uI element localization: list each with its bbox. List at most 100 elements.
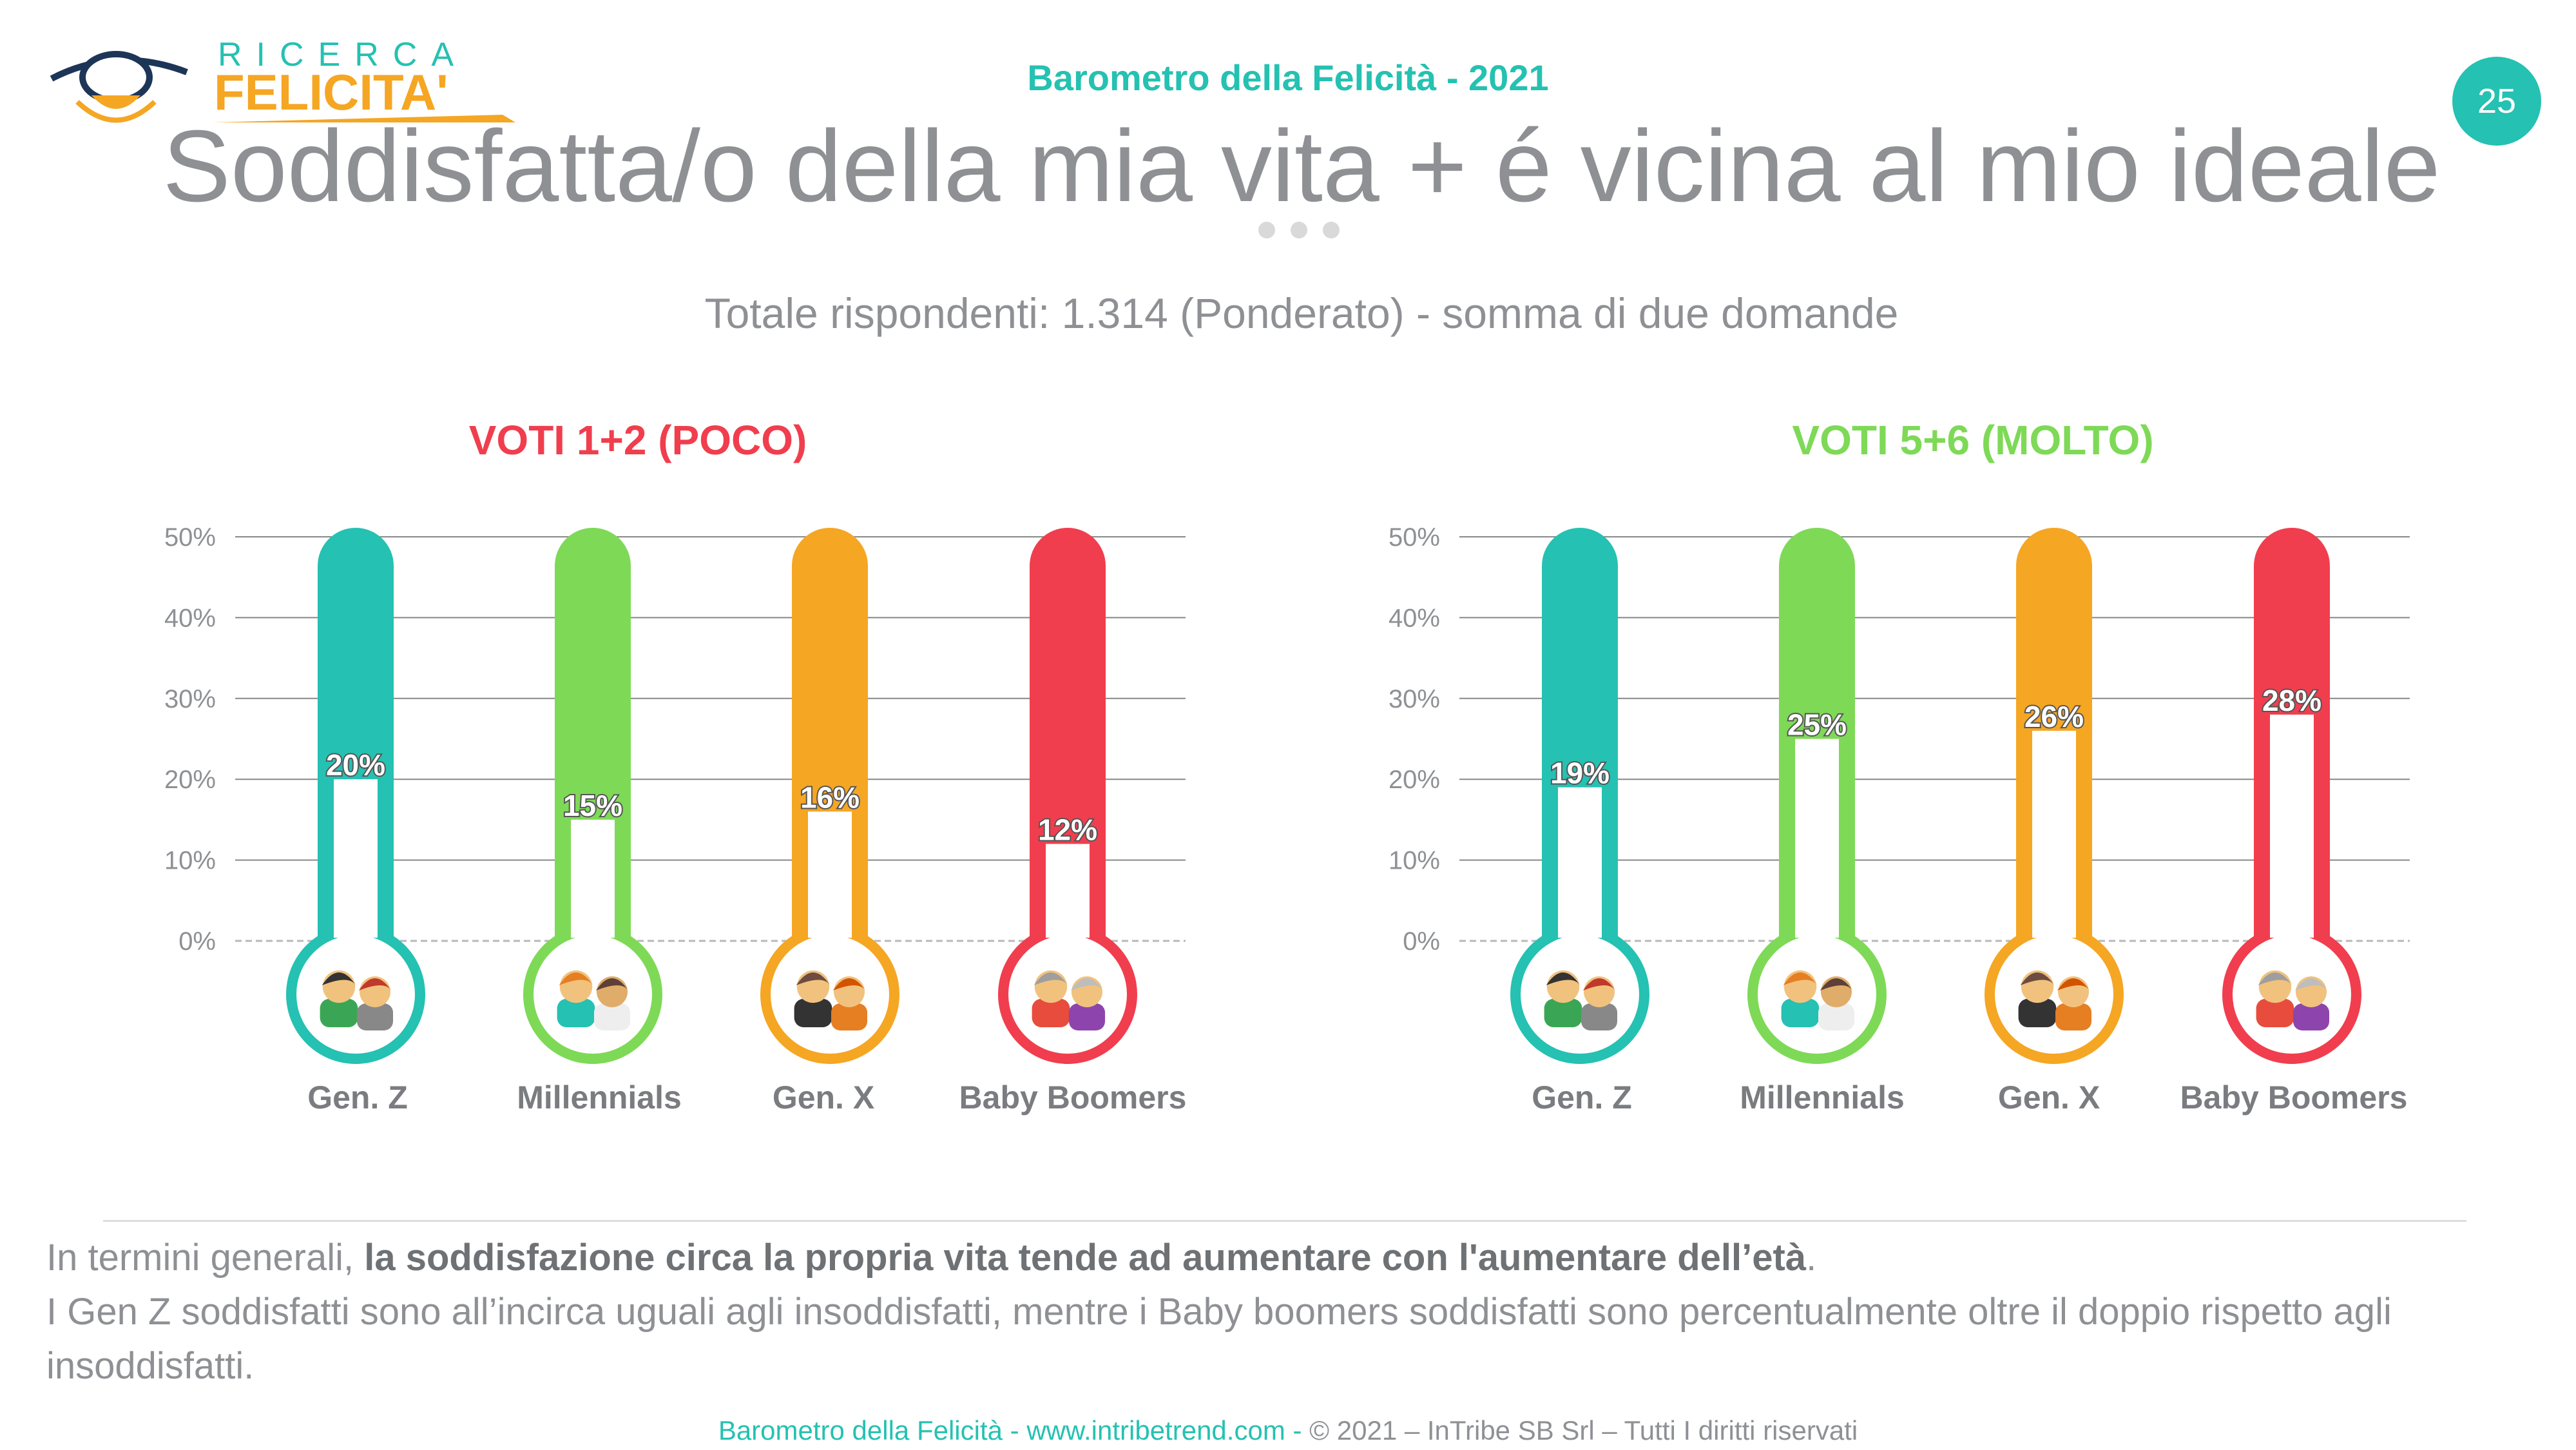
bar-value-fill — [808, 811, 852, 938]
y-tick-label: 10% — [1389, 847, 1440, 875]
gen-z-people-icon — [320, 970, 393, 1030]
thermometer-bar: 19% Gen. Z — [1510, 528, 1649, 1116]
data-label: 28% — [2262, 684, 2321, 717]
logo-line1: RICERCA — [218, 36, 468, 73]
chart-1: VOTI 1+2 (POCO) 0% 10% 20% 30% 40% 50% 20% Gen. … — [164, 417, 1187, 1116]
bar-value-fill — [334, 779, 378, 938]
data-label: 19% — [1550, 757, 1610, 790]
chart-title: VOTI 1+2 (POCO) — [469, 417, 807, 463]
baby-boomers-people-icon — [1032, 970, 1105, 1030]
y-tick-label: 40% — [164, 604, 216, 632]
millennials-people-icon — [1781, 970, 1854, 1030]
person-icon — [1818, 976, 1854, 1030]
person-icon — [2018, 970, 2057, 1027]
person-icon — [831, 976, 867, 1030]
y-tick-label: 20% — [1389, 766, 1440, 794]
conclusion-bold: la soddisfazione circa la propria vita t… — [364, 1237, 1807, 1279]
category-label: Millennials — [517, 1079, 682, 1116]
conclusion-suffix: . — [1806, 1237, 1817, 1279]
logo-line2: FELICITA' — [214, 64, 448, 121]
conclusion-line1: In termini generali, la soddisfazione ci… — [46, 1231, 2521, 1285]
bar-value-fill — [1558, 787, 1602, 938]
conclusion-prefix: In termini generali, — [46, 1237, 365, 1279]
header-title: Barometro della Felicità - 2021 — [1027, 57, 1549, 98]
bar-value-fill — [1046, 844, 1090, 938]
category-label: Millennials — [1740, 1079, 1905, 1116]
person-icon — [1069, 976, 1105, 1030]
category-label: Gen. Z — [1532, 1079, 1632, 1116]
footer: Barometro della Felicità - www.intribetr… — [0, 1415, 2576, 1446]
bulb-inner — [296, 935, 415, 1054]
subtitle: Totale rispondenti: 1.314 (Ponderato) - … — [704, 289, 1899, 337]
category-label: Gen. Z — [307, 1079, 408, 1116]
person-icon — [357, 976, 393, 1030]
data-label: 15% — [563, 789, 622, 822]
person-icon — [2293, 976, 2329, 1030]
footer-copyright: © 2021 – InTribe SB Srl – Tutti I diritt… — [1309, 1415, 1858, 1445]
ricerca-felicita-logo: RICERCA FELICITA' — [50, 36, 515, 123]
y-tick-label: 50% — [164, 523, 216, 552]
bar-value-fill — [571, 819, 615, 938]
category-label: Baby Boomers — [2180, 1079, 2408, 1116]
category-label: Gen. X — [1998, 1079, 2100, 1116]
footer-link[interactable]: Barometro della Felicità - www.intribetr… — [718, 1415, 1285, 1445]
bar-value-fill — [2032, 730, 2076, 938]
chart-title: VOTI 5+6 (MOLTO) — [1792, 417, 2153, 463]
bulb-inner — [2233, 935, 2351, 1054]
person-icon — [594, 976, 630, 1030]
person-icon — [2256, 970, 2294, 1027]
data-label: 26% — [2024, 700, 2084, 733]
person-icon — [1581, 976, 1617, 1030]
y-tick-label: 20% — [164, 766, 216, 794]
data-label: 16% — [800, 780, 860, 814]
thermometer-bar: 15% Millennials — [517, 528, 682, 1116]
ellipsis-dots-icon — [1258, 222, 1340, 238]
footer-separator: - — [1285, 1415, 1310, 1445]
person-icon — [320, 970, 358, 1027]
y-tick-label: 0% — [1403, 927, 1440, 956]
sun-icon — [50, 51, 188, 123]
person-icon — [2055, 976, 2091, 1030]
category-label: Baby Boomers — [959, 1079, 1187, 1116]
bar-value-fill — [1795, 739, 1839, 938]
thermometer-bar: 26% Gen. X — [1985, 528, 2124, 1116]
y-tick-label: 10% — [164, 847, 216, 875]
bulb-inner — [533, 935, 652, 1054]
y-tick-label: 50% — [1389, 523, 1440, 552]
page-number-badge: 25 — [2452, 57, 2541, 146]
bulb-inner — [1521, 935, 1639, 1054]
thermometer-bar: 25% Millennials — [1740, 528, 1905, 1116]
gen-x-people-icon — [2018, 970, 2091, 1030]
data-label: 25% — [1787, 708, 1847, 742]
thermometer-bar: 12% Baby Boomers — [959, 528, 1187, 1116]
data-label: 12% — [1038, 813, 1097, 847]
bulb-inner — [1995, 935, 2113, 1054]
thermometer-bar: 16% Gen. X — [760, 528, 899, 1116]
bulb-inner — [771, 935, 889, 1054]
thermometer-bar: 28% Baby Boomers — [2180, 528, 2408, 1116]
person-icon — [557, 970, 595, 1027]
gen-z-people-icon — [1544, 970, 1617, 1030]
divider — [103, 1220, 2466, 1222]
conclusion-text: In termini generali, la soddisfazione ci… — [46, 1231, 2521, 1393]
y-tick-label: 30% — [164, 685, 216, 713]
chart-2: VOTI 5+6 (MOLTO) 0% 10% 20% 30% 40% 50% 19% Gen.… — [1389, 417, 2410, 1116]
baby-boomers-people-icon — [2256, 970, 2329, 1030]
bulb-inner — [1008, 935, 1127, 1054]
y-tick-label: 0% — [178, 927, 216, 956]
bar-value-fill — [2270, 714, 2314, 938]
person-icon — [1544, 970, 1582, 1027]
bulb-inner — [1758, 935, 1876, 1054]
conclusion-line2: I Gen Z soddisfatti sono all’incirca ugu… — [46, 1291, 2392, 1387]
gen-x-people-icon — [794, 970, 867, 1030]
person-icon — [794, 970, 832, 1027]
y-tick-label: 30% — [1389, 685, 1440, 713]
millennials-people-icon — [557, 970, 630, 1030]
category-label: Gen. X — [773, 1079, 874, 1116]
thermometer-bar: 20% Gen. Z — [286, 528, 425, 1116]
data-label: 20% — [326, 748, 385, 782]
y-tick-label: 40% — [1389, 604, 1440, 632]
main-title: Soddisfatta/o della mia vita + é vicina … — [162, 110, 2441, 223]
person-icon — [1032, 970, 1070, 1027]
